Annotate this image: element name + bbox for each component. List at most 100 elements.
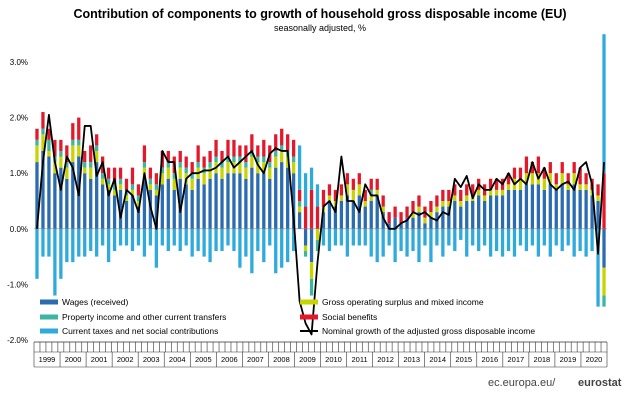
bar-segment <box>417 206 421 213</box>
year-label: 2006 <box>221 355 238 364</box>
bar-segment <box>483 228 487 246</box>
bar-segment <box>506 228 511 252</box>
bar-segment <box>375 195 379 229</box>
bar-segment <box>429 228 433 263</box>
bar-segment <box>506 184 511 190</box>
chart-title: Contribution of components to growth of … <box>73 7 567 21</box>
bar-segment <box>142 162 147 168</box>
bar-segment <box>95 145 99 151</box>
bar-segment <box>136 206 141 229</box>
bar-segment <box>59 156 63 168</box>
bar-segment <box>190 228 194 257</box>
bar-segment <box>190 173 194 179</box>
bar-segment <box>106 184 111 190</box>
bar-segment <box>548 162 552 174</box>
bar-segment <box>178 150 182 163</box>
bar-segment <box>453 184 457 196</box>
bar-segment <box>208 228 212 263</box>
bar-segment <box>363 201 367 207</box>
bar-segment <box>483 195 487 201</box>
bar-segment <box>232 156 236 163</box>
bar-segment <box>435 206 439 213</box>
bar-segment <box>220 178 224 229</box>
bar-segment <box>536 156 540 174</box>
bar-segment <box>124 201 129 229</box>
bar-segment <box>315 228 320 240</box>
year-label: 2008 <box>273 355 290 364</box>
growth-line-layer <box>36 113 605 336</box>
bar-segment <box>339 201 344 229</box>
bar-segment <box>95 228 99 257</box>
bar-segment <box>178 178 182 229</box>
bar-segment <box>292 139 296 157</box>
bar-segment <box>602 295 606 307</box>
year-label: 2009 <box>299 355 316 364</box>
bar-segment <box>369 178 373 190</box>
bar-segment <box>148 178 153 185</box>
bar-segment <box>166 162 170 168</box>
bar-segment <box>71 228 75 263</box>
bar-segment <box>381 195 385 207</box>
bar-segment <box>89 145 93 163</box>
bar-segment <box>77 139 81 146</box>
bar-segment <box>375 228 379 263</box>
bar-segment <box>548 228 552 257</box>
bar-segment <box>208 162 212 168</box>
bar-segment <box>357 184 361 196</box>
bar-segment <box>309 228 314 263</box>
bar-segment <box>494 195 499 229</box>
bar-segment <box>542 178 546 190</box>
bar-segment <box>220 228 224 252</box>
bar-segment <box>429 201 433 213</box>
bar-segment <box>101 173 105 179</box>
bar-segment <box>130 189 135 196</box>
bar-segment <box>524 156 529 174</box>
legend-swatch <box>40 314 58 320</box>
bar-segment <box>506 173 511 185</box>
bar-segment <box>280 145 284 151</box>
bar-segment <box>172 178 176 190</box>
bar-segment <box>232 228 236 252</box>
bar-segment <box>95 134 99 146</box>
bar-segment <box>590 195 594 229</box>
bar-segment <box>83 150 87 163</box>
bar-segment <box>244 178 248 229</box>
bar-segment <box>118 167 123 179</box>
bar-segment <box>494 228 499 252</box>
bar-segment <box>196 162 200 168</box>
bar-segment <box>124 195 129 201</box>
bar-segment <box>578 184 582 190</box>
bar-segment <box>447 206 451 229</box>
brand-prefix: ec.europa.eu/ <box>488 377 556 389</box>
bar-segment <box>315 184 320 207</box>
bar-segment <box>47 150 51 157</box>
bar-segment <box>142 228 147 257</box>
bars-layer <box>35 34 606 307</box>
bar-segment <box>292 228 296 252</box>
bar-segment <box>375 189 379 196</box>
bar-segment <box>286 134 290 151</box>
bar-segment <box>518 178 523 190</box>
bar-segment <box>399 228 403 252</box>
bar-segment <box>160 228 164 246</box>
bar-segment <box>118 178 123 185</box>
bar-segment <box>244 162 248 168</box>
bar-segment <box>190 162 194 174</box>
bar-segment <box>238 173 242 229</box>
bar-segment <box>542 189 546 229</box>
year-label: 2010 <box>325 355 342 364</box>
bar-segment <box>47 156 51 229</box>
bar-segment <box>238 145 242 157</box>
legend-label: Social benefits <box>322 312 377 322</box>
bar-segment <box>130 167 135 185</box>
bar-segment <box>148 228 153 246</box>
legend-swatch <box>300 299 318 305</box>
bar-segment <box>435 228 439 246</box>
bar-segment <box>89 162 93 168</box>
bar-segment <box>405 228 409 257</box>
bar-segment <box>530 228 535 246</box>
bar-segment <box>112 184 117 190</box>
bar-segment <box>339 228 344 246</box>
bar-segment <box>232 173 236 229</box>
